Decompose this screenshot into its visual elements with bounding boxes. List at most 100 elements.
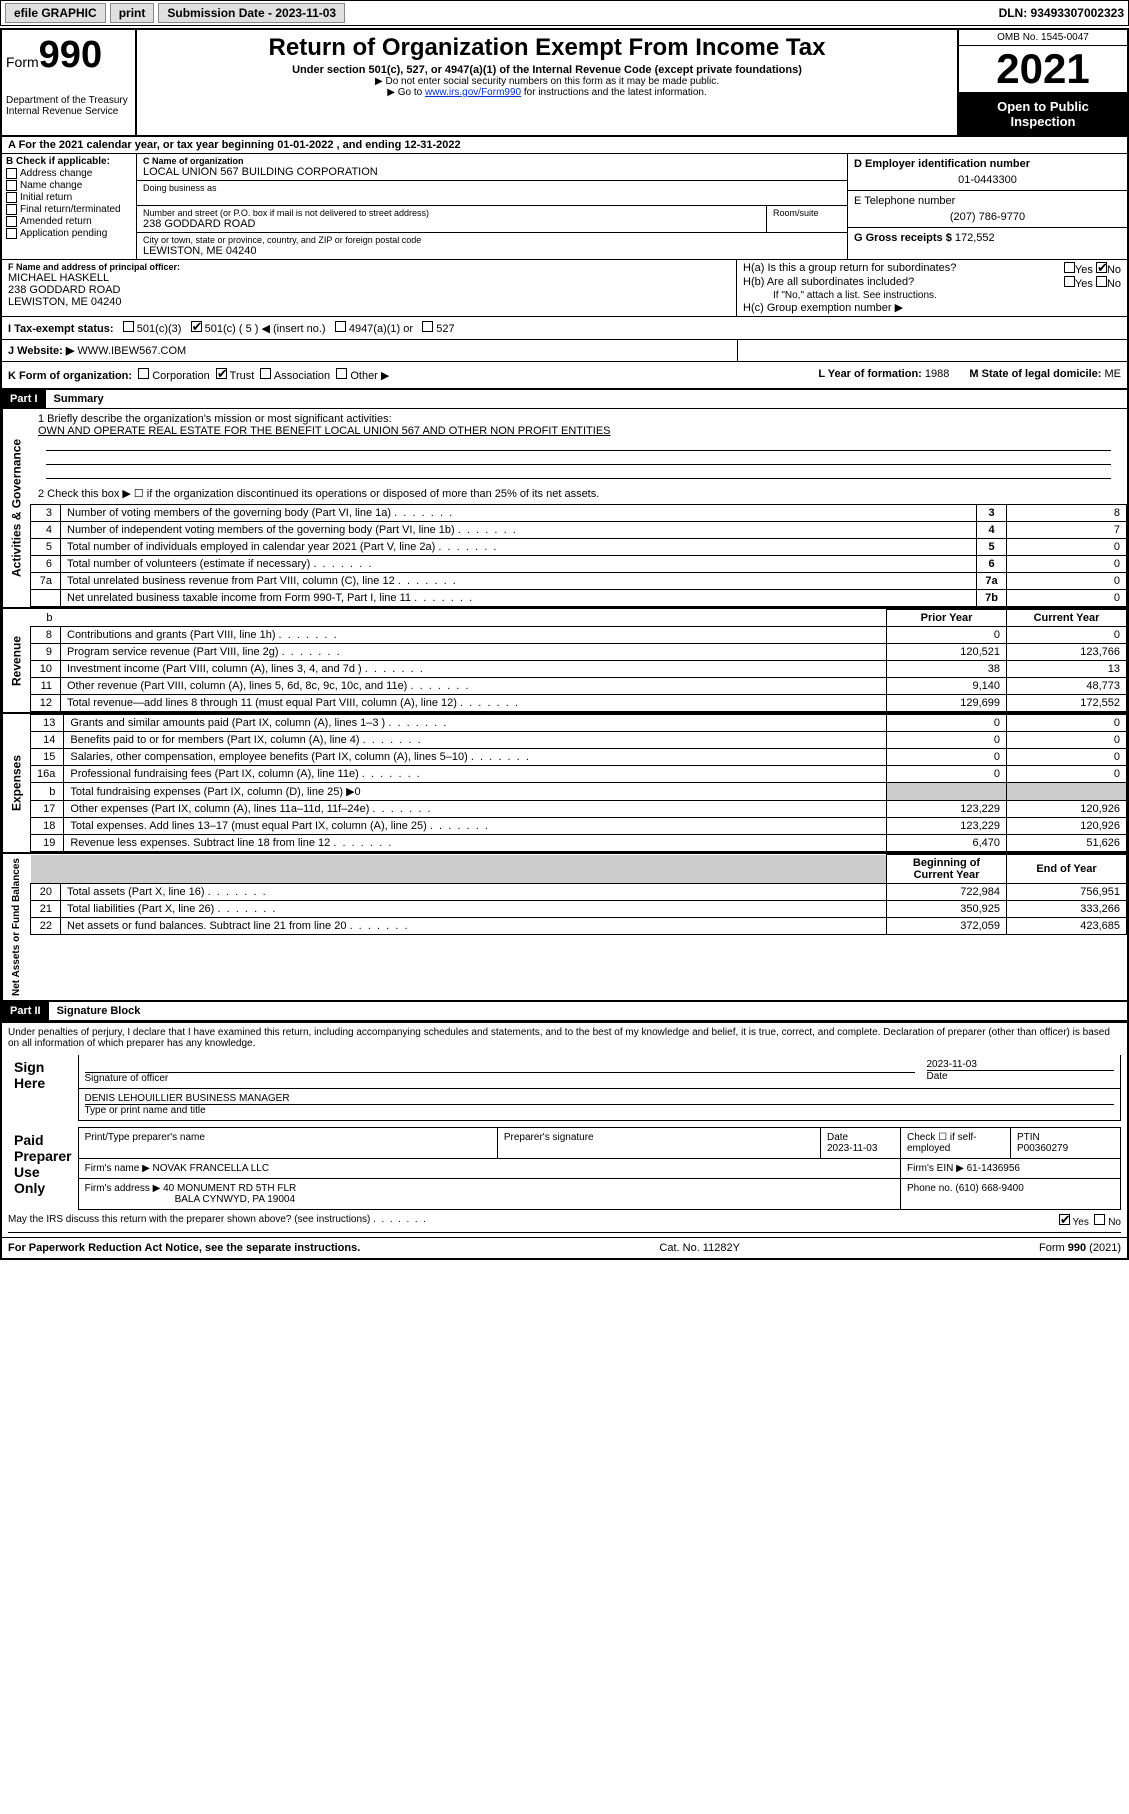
hb-no[interactable] (1096, 276, 1107, 287)
dba-label: Doing business as (143, 183, 841, 193)
line-text: Salaries, other compensation, employee b… (64, 749, 887, 766)
line-value: 0 (1007, 590, 1127, 607)
q1: 1 Briefly describe the organization's mi… (38, 413, 1119, 425)
checkbox[interactable] (6, 228, 17, 239)
line-text: Other revenue (Part VIII, column (A), li… (61, 678, 887, 695)
sign-here-label: Sign Here (8, 1055, 78, 1121)
org-type-check[interactable] (260, 368, 271, 379)
checkbox[interactable] (6, 168, 17, 179)
line-text: Total number of individuals employed in … (61, 539, 977, 556)
irs-link[interactable]: www.irs.gov/Form990 (425, 87, 521, 98)
checkbox[interactable] (6, 204, 17, 215)
org-type-check[interactable] (138, 368, 149, 379)
gross-receipts: 172,552 (955, 232, 995, 244)
discuss-question: May the IRS discuss this return with the… (8, 1214, 426, 1228)
print-button[interactable]: print (110, 3, 155, 23)
501c3-check[interactable] (123, 321, 134, 332)
line-num: 19 (31, 835, 64, 852)
current-value: 13 (1007, 661, 1127, 678)
checkbox-label: Final return/terminated (20, 204, 121, 215)
officer-street: 238 GODDARD ROAD (8, 284, 730, 296)
revenue-table: bPrior YearCurrent Year8Contributions an… (30, 609, 1127, 712)
firm-ein: 61-1436956 (967, 1163, 1020, 1174)
line-text: Professional fundraising fees (Part IX, … (64, 766, 887, 783)
line-num: 5 (31, 539, 61, 556)
eoy-value: 423,685 (1007, 918, 1127, 935)
section-governance: Activities & Governance 1 Briefly descri… (2, 409, 1127, 609)
officer-name: MICHAEL HASKELL (8, 272, 730, 284)
prep-date-label: Date (827, 1132, 894, 1143)
checkbox[interactable] (6, 216, 17, 227)
sub3-post: for instructions and the latest informat… (521, 87, 707, 98)
line-ref: 5 (977, 539, 1007, 556)
checkbox-label: Address change (20, 168, 92, 179)
line-text: Investment income (Part VIII, column (A)… (61, 661, 887, 678)
line-num: 14 (31, 732, 64, 749)
line-value: 7 (1007, 522, 1127, 539)
section-balances: Net Assets or Fund Balances Beginning of… (2, 854, 1127, 1002)
room-label: Room/suite (773, 208, 841, 218)
hb-yes[interactable] (1064, 276, 1075, 287)
org-type-check[interactable] (216, 368, 227, 379)
checkbox-label: Application pending (20, 228, 107, 239)
checkbox-label: Amended return (20, 216, 92, 227)
firm-phone: (610) 668-9400 (955, 1183, 1023, 1194)
org-type-check[interactable] (336, 368, 347, 379)
mission-block: 1 Briefly describe the organization's mi… (30, 409, 1127, 504)
current-value: 51,626 (1007, 835, 1127, 852)
form-number: 990 (39, 34, 102, 76)
eoy-value: 756,951 (1007, 884, 1127, 901)
omb-number: OMB No. 1545-0047 (959, 30, 1127, 46)
sig-officer-label: Signature of officer (85, 1073, 915, 1084)
street-row: Number and street (or P.O. box if mail i… (137, 206, 847, 233)
4947-check[interactable] (335, 321, 346, 332)
line-num: 6 (31, 556, 61, 573)
page-footer: For Paperwork Reduction Act Notice, see … (2, 1237, 1127, 1258)
ein-label: D Employer identification number (854, 158, 1121, 170)
col-f-officer: F Name and address of principal officer:… (2, 260, 737, 316)
paperwork-notice: For Paperwork Reduction Act Notice, see … (8, 1242, 360, 1254)
paid-preparer-table: Paid Preparer Use Only Print/Type prepar… (8, 1127, 1121, 1210)
discuss-yes[interactable] (1059, 1214, 1070, 1225)
tab-revenue: Revenue (2, 609, 30, 712)
checkbox[interactable] (6, 192, 17, 203)
checkbox-label: Initial return (20, 192, 72, 203)
city: LEWISTON, ME 04240 (143, 245, 841, 257)
firm-ein-label: Firm's EIN ▶ (907, 1163, 964, 1174)
current-value: 0 (1007, 766, 1127, 783)
prior-value (887, 783, 1007, 801)
hb-label: H(b) Are all subordinates included? (743, 276, 914, 290)
line-num: 15 (31, 749, 64, 766)
name-title-label: Type or print name and title (85, 1105, 1115, 1116)
current-value: 0 (1007, 715, 1127, 732)
discuss-no[interactable] (1094, 1214, 1105, 1225)
current-value: 123,766 (1007, 644, 1127, 661)
line-text: Number of independent voting members of … (61, 522, 977, 539)
527-check[interactable] (422, 321, 433, 332)
current-value (1007, 783, 1127, 801)
form-prefix: Form (6, 54, 39, 70)
open-inspection: Open to Public Inspection (959, 93, 1127, 135)
row-i: I Tax-exempt status: 501(c)(3) 501(c) ( … (2, 317, 1127, 340)
checkbox-label: Name change (20, 180, 82, 191)
subtitle-3: ▶ Go to www.irs.gov/Form990 for instruct… (145, 87, 949, 98)
firm-city: BALA CYNWYD, PA 19004 (85, 1194, 894, 1205)
col-b-label: B Check if applicable: (6, 156, 132, 167)
line-ref: 3 (977, 505, 1007, 522)
officer-city: LEWISTON, ME 04240 (8, 296, 730, 308)
paid-preparer-label: Paid Preparer Use Only (8, 1128, 78, 1210)
line-text: Total fundraising expenses (Part IX, col… (64, 783, 887, 801)
line-text: Program service revenue (Part VIII, line… (61, 644, 887, 661)
checkbox[interactable] (6, 180, 17, 191)
ein: 01-0443300 (854, 174, 1121, 186)
501c-check[interactable] (191, 321, 202, 332)
city-label: City or town, state or province, country… (143, 235, 841, 245)
line-num: 17 (31, 801, 64, 818)
line-num: 7a (31, 573, 61, 590)
current-value: 172,552 (1007, 695, 1127, 712)
gross-label: G Gross receipts $ (854, 232, 952, 244)
block-fh: F Name and address of principal officer:… (2, 260, 1127, 317)
ha-yes[interactable] (1064, 262, 1075, 273)
ha-no[interactable] (1096, 262, 1107, 273)
line-text: Total number of volunteers (estimate if … (61, 556, 977, 573)
